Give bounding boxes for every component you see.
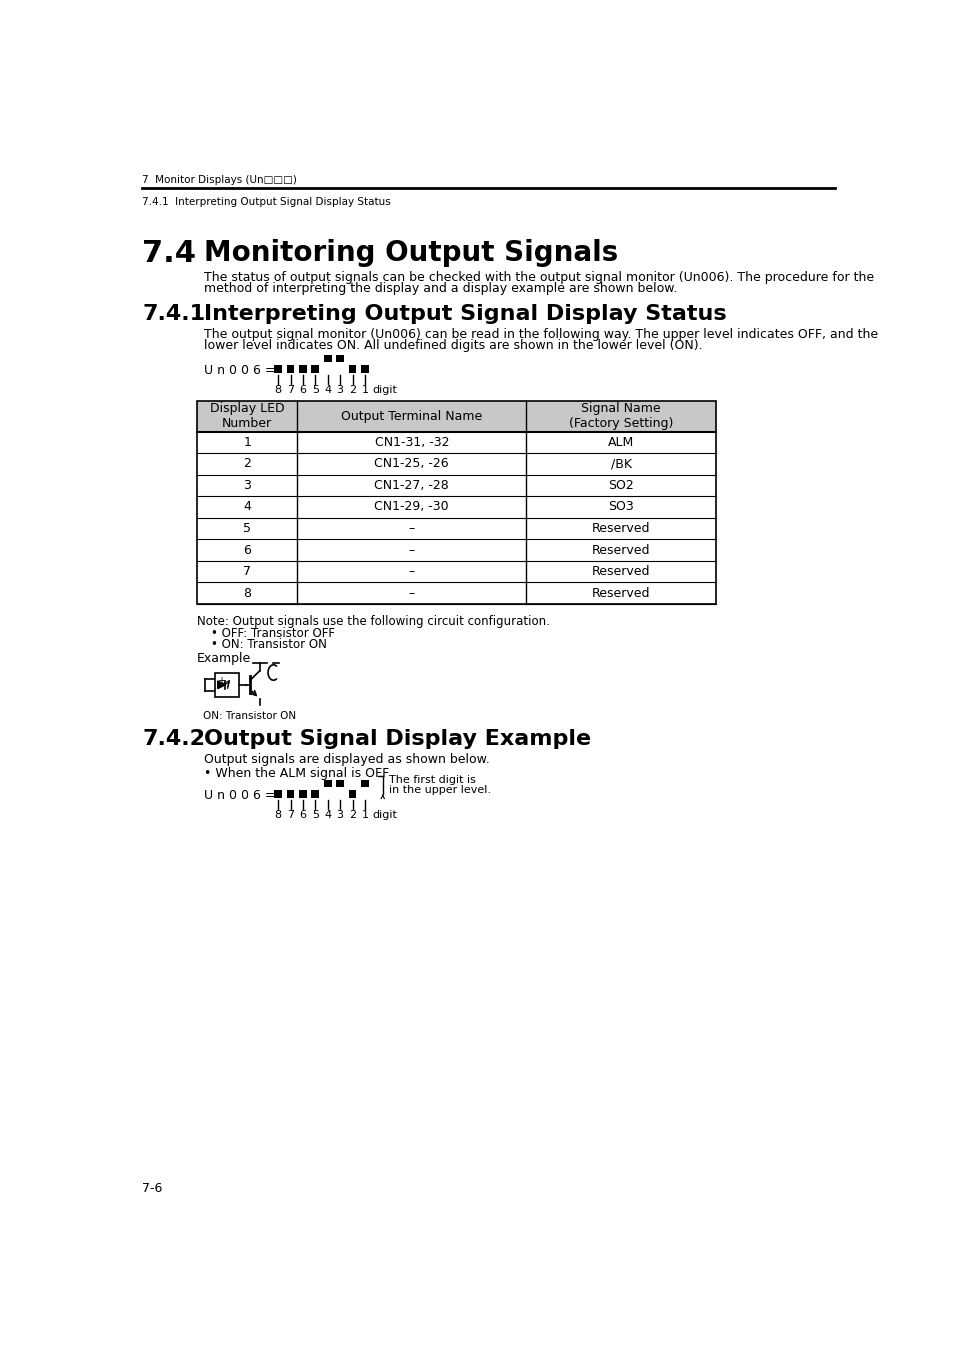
Text: 6: 6	[243, 544, 251, 556]
Text: • OFF: Transistor OFF: • OFF: Transistor OFF	[211, 628, 335, 640]
Text: SO2: SO2	[608, 479, 634, 491]
Bar	[360, 779, 369, 787]
Text: –: –	[408, 566, 415, 578]
Text: Reserved: Reserved	[591, 522, 650, 535]
Text: –: –	[408, 587, 415, 599]
Text: Signal Name
(Factory Setting): Signal Name (Factory Setting)	[568, 402, 673, 431]
Text: 7.4.1  Interpreting Output Signal Display Status: 7.4.1 Interpreting Output Signal Display…	[142, 197, 391, 208]
Text: –: –	[408, 522, 415, 535]
Text: 3: 3	[336, 810, 343, 821]
Text: CN1-25, -26: CN1-25, -26	[375, 458, 449, 470]
Polygon shape	[217, 680, 225, 688]
Bar	[335, 355, 344, 362]
Text: Monitoring Output Signals: Monitoring Output Signals	[204, 239, 618, 267]
Text: digit: digit	[373, 810, 397, 821]
Text: CN1-29, -30: CN1-29, -30	[375, 501, 449, 513]
Bar	[323, 779, 332, 787]
Text: +: +	[216, 675, 225, 686]
Text: • ON: Transistor ON: • ON: Transistor ON	[211, 637, 326, 651]
Text: Interpreting Output Signal Display Status: Interpreting Output Signal Display Statu…	[204, 304, 726, 324]
Text: Output Terminal Name: Output Terminal Name	[341, 409, 482, 423]
Text: 5: 5	[312, 810, 318, 821]
Text: 7.4: 7.4	[142, 239, 196, 269]
Text: Reserved: Reserved	[591, 587, 650, 599]
Text: 6: 6	[299, 810, 306, 821]
Text: Example: Example	[196, 652, 251, 664]
Text: Reserved: Reserved	[591, 566, 650, 578]
Bar	[360, 366, 369, 373]
Text: lower level indicates ON. All undefined digits are shown in the lower level (ON): lower level indicates ON. All undefined …	[204, 339, 702, 352]
Text: method of interpreting the display and a display example are shown below.: method of interpreting the display and a…	[204, 282, 678, 296]
Text: The status of output signals can be checked with the output signal monitor (Un00: The status of output signals can be chec…	[204, 271, 874, 285]
Text: ON: Transistor ON: ON: Transistor ON	[203, 711, 295, 721]
Text: 7: 7	[287, 810, 294, 821]
Text: CN1-27, -28: CN1-27, -28	[374, 479, 449, 491]
Text: The output signal monitor (Un006) can be read in the following way. The upper le: The output signal monitor (Un006) can be…	[204, 328, 878, 342]
Text: 2: 2	[349, 385, 355, 396]
Bar	[274, 790, 282, 798]
Text: 7  Monitor Displays (Un□□□): 7 Monitor Displays (Un□□□)	[142, 176, 297, 185]
Bar	[298, 366, 307, 373]
Text: 4: 4	[243, 501, 251, 513]
Text: in the upper level.: in the upper level.	[389, 784, 491, 795]
Text: 1: 1	[361, 385, 368, 396]
Text: 5: 5	[243, 522, 251, 535]
Bar	[348, 790, 356, 798]
Text: –: –	[408, 544, 415, 556]
Bar	[348, 366, 356, 373]
Text: 4: 4	[324, 810, 331, 821]
Text: U n 0 0 6 =: U n 0 0 6 =	[204, 788, 275, 802]
Bar	[311, 366, 319, 373]
Text: 6: 6	[299, 385, 306, 396]
Text: 2: 2	[349, 810, 355, 821]
Text: 3: 3	[336, 385, 343, 396]
Bar	[286, 790, 294, 798]
Text: 2: 2	[243, 458, 251, 470]
Bar	[298, 790, 307, 798]
Text: Output Signal Display Example: Output Signal Display Example	[204, 729, 591, 749]
Bar	[311, 790, 319, 798]
Text: The first digit is: The first digit is	[389, 775, 476, 784]
Text: 7.4.1: 7.4.1	[142, 304, 206, 324]
Text: Display LED
Number: Display LED Number	[210, 402, 284, 431]
Text: ALM: ALM	[607, 436, 634, 448]
Text: 8: 8	[274, 810, 281, 821]
Text: /BK: /BK	[610, 458, 631, 470]
Bar	[214, 672, 239, 697]
Text: Output signals are displayed as shown below.: Output signals are displayed as shown be…	[204, 753, 490, 767]
Bar	[196, 401, 716, 432]
Text: Note: Output signals use the following circuit configuration.: Note: Output signals use the following c…	[196, 614, 549, 628]
Text: Reserved: Reserved	[591, 544, 650, 556]
Text: • When the ALM signal is OFF: • When the ALM signal is OFF	[204, 767, 390, 780]
Text: 7.4.2: 7.4.2	[142, 729, 205, 749]
Bar	[196, 401, 716, 603]
Text: 7-6: 7-6	[142, 1183, 163, 1195]
Bar	[274, 366, 282, 373]
Text: SO3: SO3	[608, 501, 634, 513]
Text: 1: 1	[361, 810, 368, 821]
Bar	[286, 366, 294, 373]
Text: 4: 4	[324, 385, 331, 396]
Text: 7: 7	[243, 566, 251, 578]
Text: U n 0 0 6 =: U n 0 0 6 =	[204, 363, 275, 377]
Text: 8: 8	[243, 587, 251, 599]
Bar	[335, 779, 344, 787]
Text: 5: 5	[312, 385, 318, 396]
Text: digit: digit	[373, 385, 397, 396]
Text: 1: 1	[243, 436, 251, 448]
Text: 8: 8	[274, 385, 281, 396]
Text: 3: 3	[243, 479, 251, 491]
Bar	[323, 355, 332, 362]
Text: 7: 7	[287, 385, 294, 396]
Text: CN1-31, -32: CN1-31, -32	[375, 436, 449, 448]
